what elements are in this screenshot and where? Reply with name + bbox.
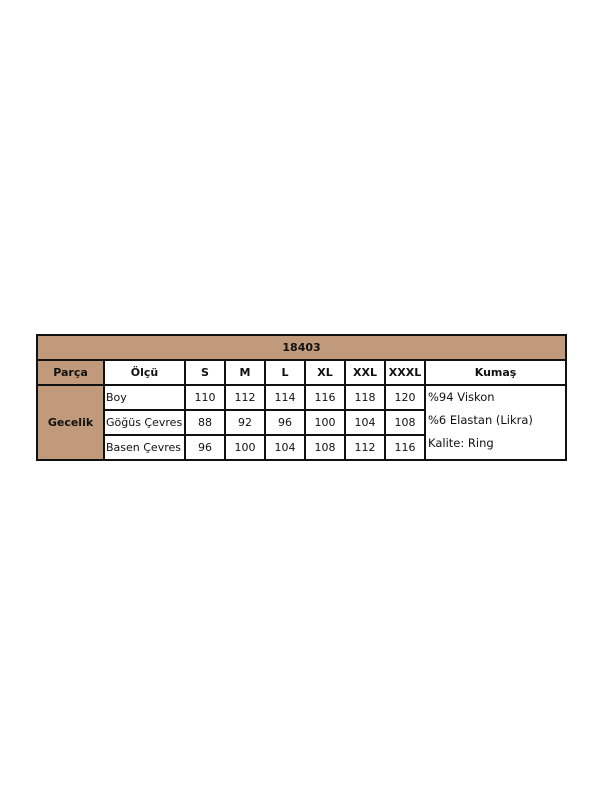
header-size: XXL — [344, 359, 386, 386]
measure-label: Göğüs Çevres — [103, 409, 186, 436]
table-row: Gecelik Boy 110 112 114 116 118 120 %94 … — [36, 384, 568, 461]
cell: 110 — [184, 384, 226, 411]
part-name: Gecelik — [36, 384, 105, 461]
measure-label: Basen Çevres — [103, 434, 186, 461]
cell: 116 — [384, 434, 426, 461]
fabric-line: Kalite: Ring — [428, 436, 494, 450]
cell: 104 — [264, 434, 306, 461]
table-title: 18403 — [35, 334, 568, 361]
header-row: Parça Ölçü S M L XL XXL XXXL Kumaş — [36, 359, 568, 386]
header-fabric: Kumaş — [423, 359, 568, 386]
fabric-info: %94 Viskon %6 Elastan (Likra) Kalite: Ri… — [423, 384, 568, 461]
cell: 100 — [224, 434, 266, 461]
header-size: L — [264, 359, 306, 386]
table-row: Basen Çevres 96 100 104 108 112 116 — [37, 434, 566, 461]
cell: 96 — [264, 409, 306, 436]
cell: 112 — [224, 384, 266, 411]
header-size: XL — [304, 359, 346, 386]
cell: 108 — [304, 434, 346, 461]
header-size: S — [184, 359, 226, 386]
cell: 92 — [224, 409, 266, 436]
cell: 104 — [344, 409, 386, 436]
cell: 118 — [344, 384, 386, 411]
cell: 100 — [304, 409, 346, 436]
header-measure: Ölçü — [103, 359, 186, 386]
cell: 114 — [264, 384, 306, 411]
fabric-line: %6 Elastan (Likra) — [428, 413, 533, 427]
cell: 96 — [184, 434, 226, 461]
cell: 112 — [344, 434, 386, 461]
cell: 88 — [184, 409, 226, 436]
table-row: Göğüs Çevres 88 92 96 100 104 108 — [37, 409, 566, 436]
size-chart-table: 18403 Parça Ölçü S M L XL XXL XXXL Kumaş… — [35, 334, 568, 461]
measure-label: Boy — [103, 384, 186, 411]
cell: 116 — [304, 384, 346, 411]
cell: 108 — [384, 409, 426, 436]
cell: 120 — [384, 384, 426, 411]
header-part: Parça — [36, 359, 105, 386]
header-size: M — [224, 359, 266, 386]
fabric-line: %94 Viskon — [428, 390, 495, 404]
header-size: XXXL — [384, 359, 426, 386]
